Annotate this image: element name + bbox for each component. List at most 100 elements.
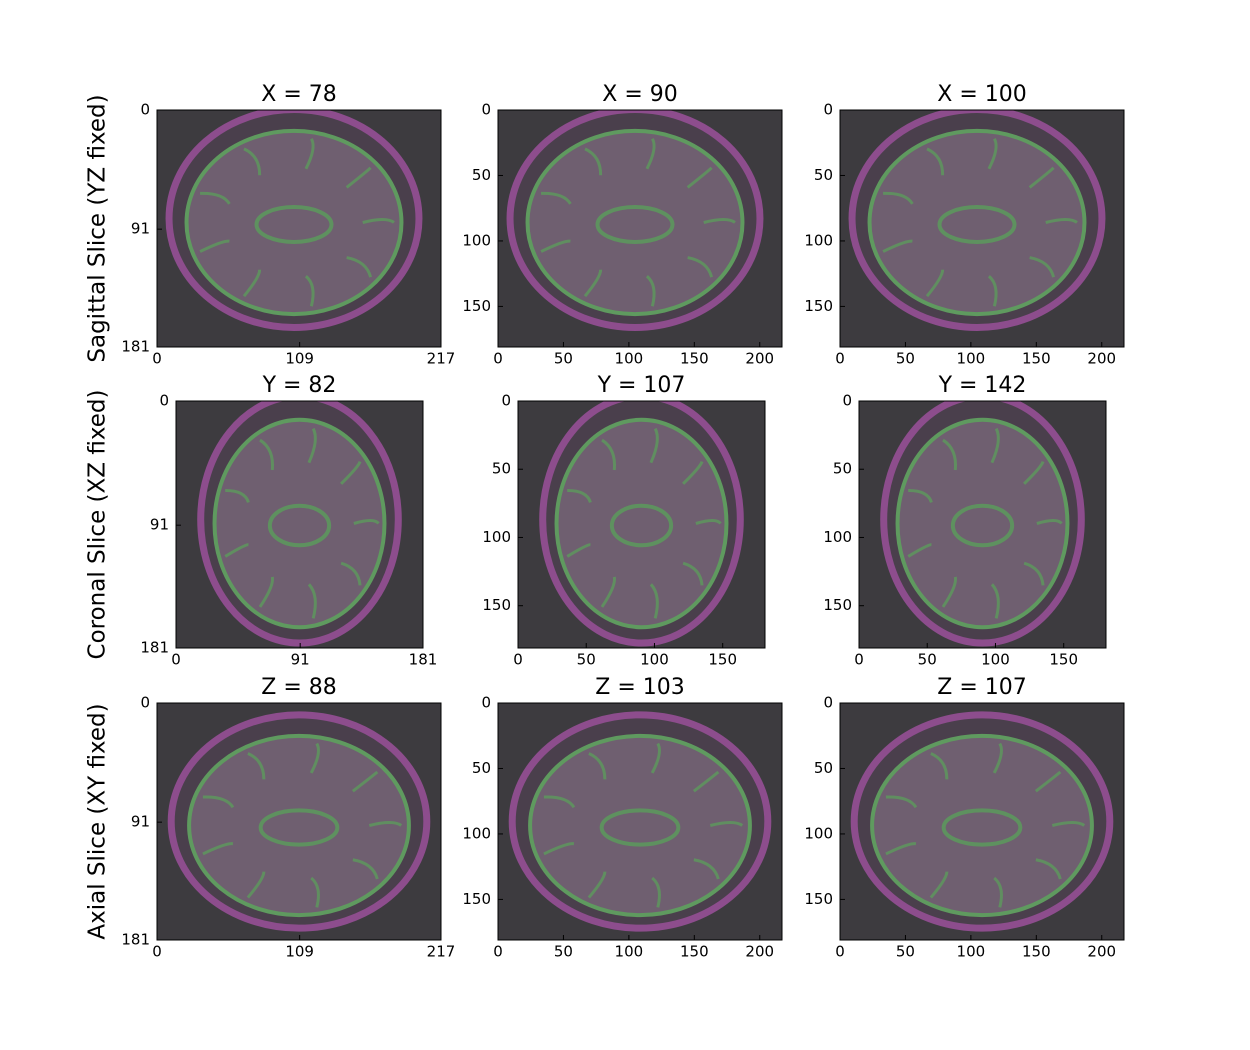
x-tick-label: 0 (835, 350, 845, 368)
y-tick-label: 150 (462, 890, 491, 908)
axes-frame (497, 109, 783, 348)
gyrus (649, 427, 659, 464)
x-tick-label: 150 (1049, 651, 1078, 669)
gyrus (1036, 519, 1063, 525)
gyrus (587, 871, 607, 899)
y-tick-label: 100 (462, 231, 491, 249)
core (599, 808, 681, 847)
y-tick-label: 0 (842, 392, 852, 410)
gyrus (1045, 218, 1078, 224)
brain (554, 417, 729, 630)
x-tick-label: 150 (708, 651, 737, 669)
gyrus (304, 137, 315, 170)
gyrus (1023, 561, 1045, 586)
y-tick-label: 0 (481, 694, 491, 712)
gyrus (682, 461, 704, 485)
gyrus (649, 583, 659, 619)
y-tick-label: 0 (823, 694, 833, 712)
y-tick-label: 0 (501, 392, 511, 410)
gyrus (543, 795, 576, 809)
gyrus (941, 576, 958, 608)
brain-image (157, 703, 441, 940)
gyrus (566, 543, 591, 558)
gyrus (540, 239, 571, 253)
x-tick-label: 150 (680, 943, 709, 961)
y-tick-label: 181 (121, 931, 150, 949)
brain-image (840, 703, 1124, 940)
y-tick-label: 0 (481, 101, 491, 119)
brain-image (498, 703, 782, 940)
gyrus (930, 752, 949, 780)
gyrus (693, 858, 720, 880)
gyrus (882, 239, 913, 253)
y-tick-label: 50 (492, 460, 511, 478)
y-tick-label: 91 (131, 220, 150, 238)
gyrus (304, 275, 315, 307)
x-tick-label: 0 (854, 651, 864, 669)
x-tick-label: 217 (427, 350, 456, 368)
gyrus (650, 742, 661, 774)
x-tick-label: 50 (577, 651, 596, 669)
brain (184, 128, 404, 317)
brain (895, 417, 1070, 630)
core (595, 205, 675, 244)
y-tick-label: 50 (472, 166, 491, 184)
gyrus (1023, 461, 1045, 485)
gyrus (309, 742, 320, 774)
x-tick-label: 200 (745, 943, 774, 961)
y-tick-label: 150 (482, 596, 511, 614)
x-tick-label: 0 (152, 350, 162, 368)
x-tick-label: 150 (680, 350, 709, 368)
panel-title: Y = 107 (597, 373, 686, 398)
gyrus (600, 576, 617, 608)
gyrus (225, 489, 250, 503)
brain (525, 128, 745, 317)
gyrus (926, 147, 945, 176)
y-tick-label: 91 (150, 516, 169, 534)
x-tick-label: 217 (427, 943, 456, 961)
gyrus (247, 752, 266, 780)
x-tick-label: 100 (640, 651, 669, 669)
x-tick-label: 50 (554, 943, 573, 961)
y-tick-label: 181 (121, 338, 150, 356)
core (941, 808, 1023, 847)
gyrus (368, 821, 403, 827)
gyrus (703, 218, 736, 224)
axes-frame (858, 400, 1107, 649)
axes-frame (839, 109, 1125, 348)
gyrus (259, 438, 275, 471)
core (254, 205, 334, 244)
gyrus (362, 218, 395, 224)
brain-image (157, 110, 441, 347)
gyrus (993, 876, 1003, 908)
x-tick-label: 100 (981, 651, 1010, 669)
row-label: Axial Slice (XY fixed) (85, 703, 111, 939)
y-tick-label: 100 (462, 824, 491, 842)
gyrus (695, 519, 722, 525)
x-tick-label: 109 (285, 350, 314, 368)
panel-title: Z = 103 (595, 675, 684, 700)
gyrus (340, 461, 362, 485)
gyrus (567, 489, 592, 503)
gyrus (310, 876, 320, 908)
x-tick-label: 0 (513, 651, 523, 669)
core (950, 503, 1015, 548)
x-tick-label: 100 (957, 943, 986, 961)
x-tick-label: 150 (1022, 350, 1051, 368)
y-tick-label: 0 (823, 101, 833, 119)
brain (212, 417, 387, 630)
gyrus (651, 876, 661, 908)
gyrus (246, 871, 266, 899)
panel-title: Y = 82 (262, 373, 337, 398)
y-tick-label: 50 (833, 460, 852, 478)
gyrus (1051, 821, 1086, 827)
gyrus (541, 191, 572, 205)
core (609, 503, 674, 548)
gyrus (224, 543, 249, 558)
gyrus (990, 427, 1000, 464)
gyrus (1034, 770, 1062, 793)
gyrus (987, 137, 998, 170)
x-tick-label: 50 (918, 651, 937, 669)
gyrus (709, 821, 744, 827)
gyrus (351, 770, 379, 793)
